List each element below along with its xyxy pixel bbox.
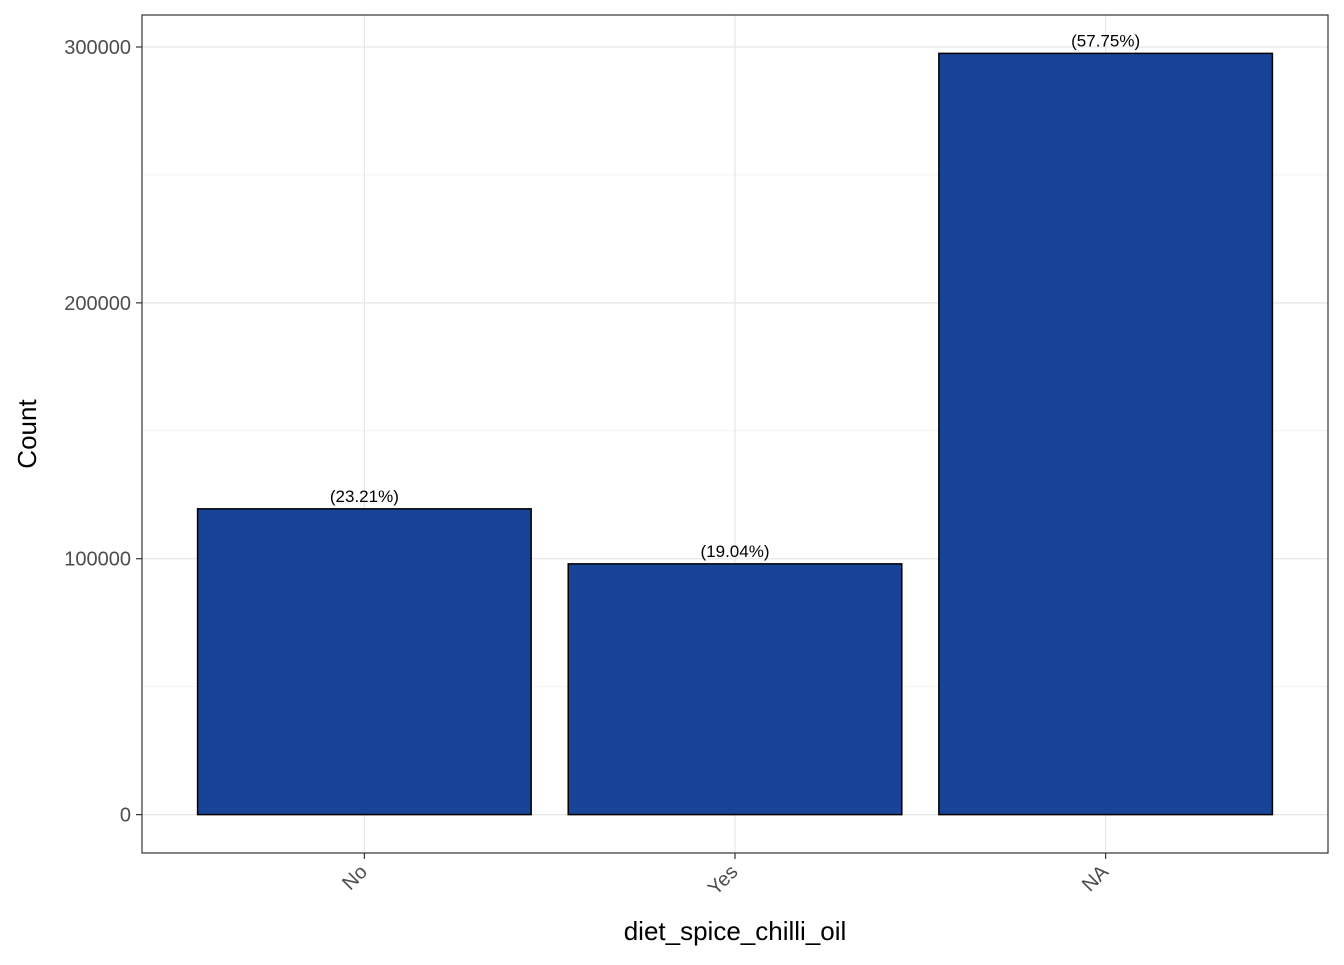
bar-value-label: (57.75%)	[1071, 31, 1140, 50]
y-tick-label: 200000	[64, 293, 131, 315]
bars	[196, 52, 1274, 816]
x-tick-label: No	[338, 861, 372, 895]
bar-yes	[567, 563, 903, 816]
y-axis: 0 100000 200000 300000	[64, 37, 142, 827]
x-tick-label: Yes	[704, 861, 743, 900]
y-tick-label: 100000	[64, 549, 131, 571]
y-axis-title: Count	[12, 399, 42, 469]
x-axis-title: diet_spice_chilli_oil	[624, 916, 847, 946]
bar-value-label: (23.21%)	[330, 487, 399, 506]
bar-no	[196, 508, 532, 816]
bar-labels: (23.21%) (19.04%) (57.75%)	[330, 31, 1140, 560]
x-tick-label: NA	[1078, 861, 1114, 897]
bar-na	[938, 52, 1274, 816]
y-tick-label: 0	[120, 805, 131, 827]
x-axis: No Yes NA	[338, 853, 1114, 900]
y-tick-label: 300000	[64, 37, 131, 59]
bar-value-label: (19.04%)	[701, 542, 770, 561]
